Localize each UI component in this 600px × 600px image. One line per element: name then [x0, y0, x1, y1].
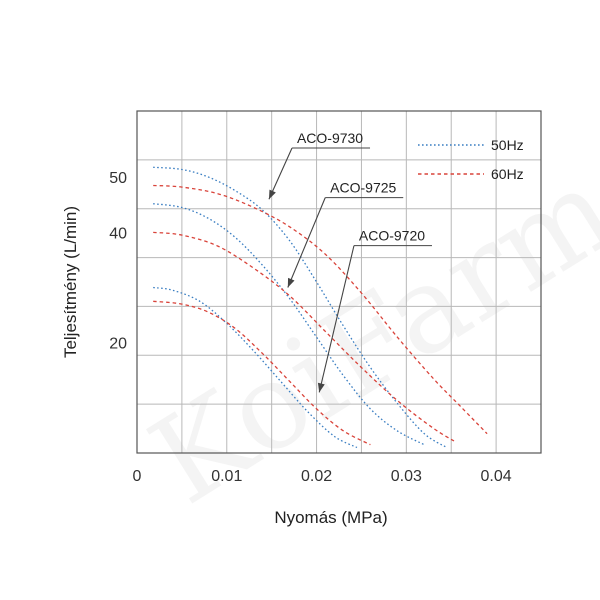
series-line-1 — [153, 166, 448, 449]
series-line-2 — [153, 184, 488, 435]
x-tick-labels: 0 0.01 0.02 0.03 0.04 — [133, 468, 512, 485]
annotation-layer: ACO-9730 ACO-9725 ACO-9720 — [268, 130, 432, 393]
x-tick-label: 0.02 — [301, 468, 332, 485]
y-tick-label: 20 — [109, 336, 127, 353]
watermark: KoiFarm — [128, 141, 600, 532]
series-line-3 — [153, 203, 425, 446]
legend: 50Hz 60Hz — [418, 137, 524, 182]
annotation-arrow-1 — [268, 147, 293, 200]
annotation-arrowhead-1 — [268, 189, 276, 200]
x-axis-title: Nyomás (MPa) — [274, 508, 387, 527]
series-line-6 — [153, 300, 371, 446]
plot-frame — [136, 110, 542, 454]
x-tick-label: 0.01 — [211, 468, 242, 485]
legend-label-50hz: 50Hz — [491, 137, 524, 153]
y-axis-title: Teljesítmény (L/min) — [61, 206, 80, 358]
x-tick-label: 0.03 — [391, 468, 422, 485]
annotation-label-1: ACO-9730 — [297, 130, 363, 146]
y-tick-labels: 20 40 50 — [109, 170, 127, 352]
x-tick-label: 0 — [133, 468, 142, 485]
annotation-arrow-3 — [318, 245, 355, 393]
legend-label-60hz: 60Hz — [491, 166, 524, 182]
y-tick-label: 50 — [109, 170, 127, 187]
annotation-label-2: ACO-9725 — [330, 180, 396, 196]
series-line-4 — [153, 231, 457, 443]
y-tick-label: 40 — [109, 225, 127, 242]
series-layer — [153, 166, 488, 449]
annotation-arrowhead-3 — [317, 382, 325, 393]
annotation-arrowhead-2 — [287, 277, 295, 288]
grid — [137, 111, 541, 453]
annotation-arrow-2 — [287, 197, 326, 288]
annotation-label-3: ACO-9720 — [359, 228, 425, 244]
x-tick-label: 0.04 — [481, 468, 512, 485]
